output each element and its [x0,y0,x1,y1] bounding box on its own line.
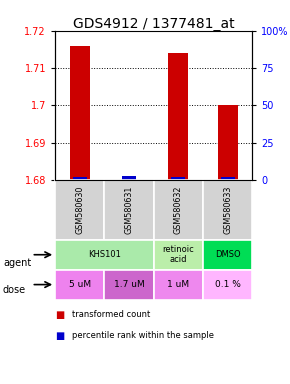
Bar [70,46,90,180]
Bar [221,177,235,180]
Text: GDS4912 / 1377481_at: GDS4912 / 1377481_at [73,17,235,31]
Text: ■: ■ [55,310,64,320]
Bar [73,177,87,180]
Bar [104,180,154,240]
Bar [55,240,154,270]
Text: ■: ■ [55,331,64,341]
Bar [154,270,203,300]
Text: GSM580631: GSM580631 [124,186,134,234]
Bar [122,175,136,180]
Text: GSM580633: GSM580633 [223,186,232,234]
Text: agent: agent [3,258,31,268]
Text: 0.1 %: 0.1 % [215,280,241,289]
Text: 5 uM: 5 uM [69,280,91,289]
Bar [104,270,154,300]
Text: KHS101: KHS101 [88,250,121,259]
Bar [55,270,104,300]
Bar [154,180,203,240]
Text: DMSO: DMSO [215,250,240,259]
Text: 1.7 uM: 1.7 uM [114,280,144,289]
Bar [203,240,252,270]
Text: GSM580632: GSM580632 [174,186,183,234]
Text: 1 uM: 1 uM [167,280,189,289]
Bar [218,105,238,180]
Bar [55,180,104,240]
Bar [171,177,185,180]
Bar [203,180,252,240]
Text: transformed count: transformed count [72,310,151,319]
Text: GSM580630: GSM580630 [75,186,84,234]
Bar [154,240,203,270]
Text: percentile rank within the sample: percentile rank within the sample [72,331,215,341]
Bar [168,53,188,180]
Text: dose: dose [3,285,26,295]
Bar [203,270,252,300]
Text: retinoic
acid: retinoic acid [162,245,194,265]
